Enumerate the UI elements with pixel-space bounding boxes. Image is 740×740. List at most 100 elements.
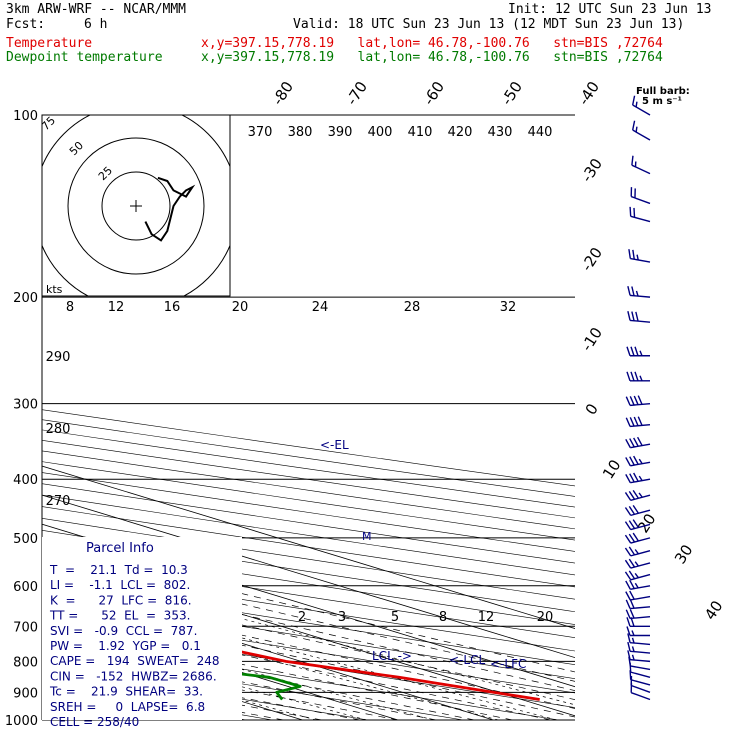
wind-barb [628, 249, 651, 263]
isotherm-label: 30 [671, 541, 696, 567]
wind-barb-staff [632, 129, 651, 141]
wind-barb-flag [635, 126, 638, 133]
pressure-label: 1000 [5, 714, 38, 729]
wind-barb [625, 609, 651, 620]
parcel-info-row: Tc = 21.9 SHEAR= 33. [49, 685, 203, 699]
parcel-info-row: LI = -1.1 LCL = 802. [50, 578, 190, 592]
wind-barb-flag [635, 101, 638, 108]
wind-barb-flag [629, 590, 635, 600]
model-title: 3km ARW-WRF -- NCAR/MMM [6, 2, 187, 17]
wind-barb-flag [639, 375, 643, 382]
pressure-label: 900 [13, 686, 38, 701]
wind-barb-flag [626, 617, 631, 627]
wind-barb-flag [635, 290, 639, 297]
dry-adiabat [42, 593, 575, 679]
wind-barb-flag [627, 641, 631, 652]
speed-tick-label: 16 [164, 300, 181, 315]
wind-barb-flag [638, 492, 643, 498]
parcel-info-row: K = 27 LFC = 816. [50, 593, 192, 607]
wind-barb-flag [629, 599, 635, 609]
mixing-ratio-label: 5 [391, 610, 399, 625]
isotherm-label: -10 [578, 324, 606, 354]
wind-barb-flag [634, 346, 639, 356]
wind-barb-flag [637, 395, 643, 405]
hodograph-ring [67, 137, 205, 275]
wind-barb-flag [627, 311, 631, 321]
dry-adiabat [42, 494, 575, 576]
wind-barb-flag [628, 506, 636, 515]
dry-adiabat [42, 621, 575, 708]
wind-barb-staff [630, 641, 651, 646]
wind-barb-flag [634, 371, 639, 382]
dewpoint-legend: Dewpoint temperature [6, 50, 163, 65]
wind-barb-flag [639, 350, 643, 357]
mixing-ratio-label: 20 [537, 610, 554, 625]
wind-barb-flag [625, 396, 631, 406]
wind-barb-flag [633, 455, 639, 465]
wind-barb-staff [630, 679, 651, 686]
isotherm [42, 523, 575, 688]
wind-barb-staff [630, 650, 651, 654]
wind-barb-flag [635, 311, 639, 322]
isotherm-label: -50 [498, 78, 526, 108]
wind-barb-staff [630, 684, 651, 693]
wind-barb-flag [629, 456, 635, 466]
wind-barb-flag [632, 489, 639, 499]
wind-barb [625, 472, 651, 484]
wind-barb-staff [630, 257, 651, 263]
theta-label: 420 [448, 125, 473, 140]
isotherm-label: 20 [634, 510, 659, 536]
moist-adiabat [42, 643, 437, 720]
wind-barb-flag [627, 633, 631, 643]
parcel-info-row: TT = 52 EL = 353. [49, 609, 190, 623]
wind-barb-staff [630, 658, 651, 663]
wind-barb [625, 590, 651, 601]
wind-barb-flag [632, 532, 639, 542]
wind-barb [624, 532, 651, 544]
wind-barb-flag [631, 311, 635, 321]
theta-label: 370 [248, 125, 273, 140]
isotherm-label: 40 [701, 597, 726, 623]
dry-adiabat [42, 530, 575, 613]
lcl-marker: <-LCL [449, 653, 485, 667]
wind-barb [627, 641, 651, 654]
wind-barb [625, 599, 651, 610]
wind-barb [629, 206, 651, 223]
wind-barb [625, 455, 651, 467]
wind-barb [631, 155, 651, 175]
wind-barb [624, 489, 651, 502]
wind-barbs: Full barb:5 m s⁻¹ [624, 86, 690, 701]
wind-barb-flag [625, 417, 631, 427]
wind-barb [626, 346, 650, 357]
wind-barb-staff [630, 665, 651, 671]
parcel-info-row: SREH = 0 LAPSE= 6.8 [50, 700, 205, 714]
wind-barb-flag [628, 570, 636, 580]
wind-barb-flag [632, 249, 635, 260]
wind-barb [629, 670, 651, 686]
wind-barb-staff [631, 164, 651, 175]
wind-barb-flag [624, 507, 632, 516]
wind-barb-flag [633, 472, 639, 482]
wind-barb [628, 656, 651, 671]
parcel-info-row: SVI = -0.9 CCL = 787. [50, 624, 197, 638]
wind-barb-flag [633, 207, 636, 218]
lfc-marker: <-LFC [490, 657, 526, 671]
theta-label: 270 [46, 494, 71, 509]
wind-barb-flag [638, 475, 643, 482]
wind-barb-flag [633, 437, 639, 447]
wind-barb [630, 187, 651, 205]
mixing-ratio-label: 8 [439, 610, 447, 625]
parcel-info-row: PW = 1.92 YGP = 0.1 [50, 639, 201, 653]
wind-barb-flag [628, 558, 636, 568]
wind-barb-staff [630, 671, 651, 678]
dry-adiabat [42, 506, 575, 588]
pressure-label: 100 [13, 109, 38, 124]
wind-barb-flag [627, 285, 631, 296]
wind-barb-flag [630, 371, 635, 382]
pressure-label: 200 [13, 291, 38, 306]
temperature-location: x,y=397.15,778.19 lat,lon= 46.78,-100.76… [201, 36, 663, 51]
wind-barb-flag [634, 582, 639, 589]
wind-barb-flag [631, 637, 635, 644]
wind-barb-flag [632, 504, 639, 514]
